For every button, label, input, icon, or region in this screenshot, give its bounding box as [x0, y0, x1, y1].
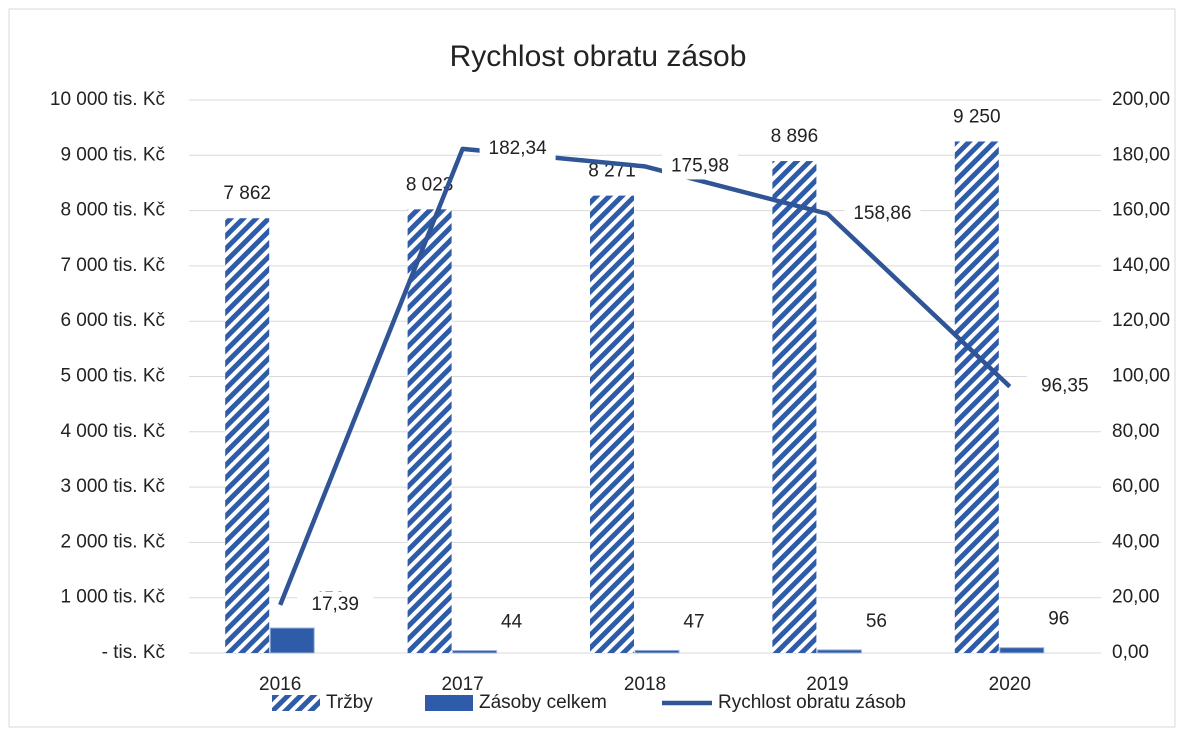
label-bg	[844, 200, 921, 227]
data-label: 96	[1048, 609, 1069, 630]
chart-title: Rychlost obratu zásob	[450, 40, 747, 73]
bar	[225, 218, 270, 654]
y-tick-label: 10 000 tis. Kč	[50, 89, 165, 110]
data-label: 56	[866, 611, 887, 632]
y-tick-label: 9 000 tis. Kč	[60, 144, 165, 165]
y-tick-label: 8 000 tis. Kč	[60, 200, 165, 221]
bar	[452, 650, 498, 654]
y2-tick-label: 160,00	[1112, 200, 1170, 221]
x-tick-label: 2017	[441, 674, 483, 695]
bar	[269, 627, 315, 654]
x-tick-label: 2019	[806, 674, 848, 695]
data-label: 182,34	[489, 138, 548, 159]
line	[278, 146, 1012, 606]
data-label: 9 250	[953, 106, 1001, 127]
y-tick-label: 5 000 tis. Kč	[60, 366, 165, 387]
data-label: 17,39	[311, 594, 359, 615]
label-bg	[479, 135, 556, 162]
x-tick-label: 2020	[989, 674, 1031, 695]
y-tick-label: 2 000 tis. Kč	[60, 531, 165, 552]
legend-label: Tržby	[326, 692, 373, 713]
legend-swatch	[425, 695, 473, 711]
y2-tick-label: 180,00	[1112, 144, 1170, 165]
y2-tick-label: 40,00	[1112, 531, 1160, 552]
data-label: 44	[501, 612, 523, 633]
bar	[816, 649, 862, 654]
x-tick-label: 2018	[624, 674, 666, 695]
data-label: 158,86	[853, 203, 911, 224]
data-label: 7 862	[223, 183, 271, 204]
y-tick-label: 7 000 tis. Kč	[60, 255, 165, 276]
label-bg	[1026, 373, 1103, 400]
y2-tick-label: 100,00	[1112, 366, 1170, 387]
y2-tick-label: 20,00	[1112, 587, 1160, 608]
y2-tick-label: 120,00	[1112, 310, 1170, 331]
x-tick-label: 2016	[259, 674, 301, 695]
y2-tick-label: 80,00	[1112, 421, 1160, 442]
legend-label: Zásoby celkem	[479, 692, 607, 713]
label-bg	[662, 153, 738, 180]
bar	[634, 649, 680, 654]
y-tick-label: 3 000 tis. Kč	[60, 476, 165, 497]
y2-tick-label: 200,00	[1112, 89, 1170, 110]
y-tick-label: 1 000 tis. Kč	[60, 587, 165, 608]
legend-label: Rychlost obratu zásob	[718, 692, 906, 713]
y2-tick-label: 140,00	[1112, 255, 1170, 276]
bar	[954, 141, 999, 653]
bar	[590, 195, 634, 653]
y-tick-label: - tis. Kč	[102, 642, 165, 663]
data-label: 96,35	[1041, 376, 1089, 397]
label-bg	[297, 591, 374, 618]
legend-swatch	[272, 695, 320, 711]
bar	[999, 647, 1045, 654]
bar	[407, 209, 452, 653]
y-tick-label: 4 000 tis. Kč	[60, 421, 165, 442]
data-label: 175,98	[671, 155, 729, 176]
data-label: 8 896	[771, 126, 819, 147]
bar	[772, 161, 817, 653]
data-label: 8 023	[406, 174, 454, 195]
y-tick-label: 6 000 tis. Kč	[60, 310, 165, 331]
y2-tick-label: 0,00	[1112, 642, 1149, 663]
y2-tick-label: 60,00	[1112, 476, 1160, 497]
data-label: 47	[683, 611, 704, 632]
